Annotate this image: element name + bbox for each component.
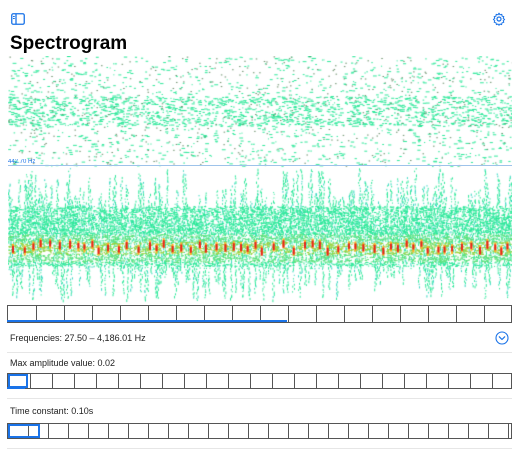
strip-cell[interactable] [8, 374, 251, 388]
frequency-cursor-label: 442.70 Hz [8, 159, 36, 165]
strip-cell[interactable] [8, 424, 209, 438]
strip-cell[interactable] [8, 306, 485, 322]
strip-cell[interactable] [8, 424, 89, 438]
strip-cell[interactable] [8, 306, 177, 322]
strip-cell[interactable] [8, 374, 493, 388]
strip-cell[interactable] [8, 374, 97, 388]
strip-cell[interactable] [8, 306, 345, 322]
strip-cell[interactable] [8, 424, 429, 438]
strip-cell[interactable] [8, 424, 69, 438]
strip-cell[interactable] [8, 424, 169, 438]
strip-cell[interactable] [8, 424, 409, 438]
strip-cell[interactable] [8, 424, 469, 438]
frequency-range-selection[interactable] [7, 320, 287, 322]
strip-highlight[interactable] [8, 374, 28, 388]
strip-cell[interactable] [8, 424, 309, 438]
strip-cell[interactable] [8, 424, 389, 438]
strip-cell[interactable] [8, 374, 119, 388]
strip-cell[interactable] [8, 374, 75, 388]
strip-cell[interactable] [8, 424, 189, 438]
strip-cell[interactable] [8, 424, 289, 438]
time-constant-label: Time constant: 0.10s [10, 406, 94, 416]
time-constant-strip[interactable] [7, 423, 512, 439]
strip-cell[interactable] [8, 424, 249, 438]
frequency-cursor-line[interactable] [8, 165, 512, 166]
strip-cell[interactable] [8, 424, 349, 438]
strip-cell[interactable] [8, 306, 37, 322]
strip-cell[interactable] [8, 374, 31, 388]
strip-cell[interactable] [8, 424, 269, 438]
strip-cell[interactable] [8, 374, 471, 388]
strip-cell[interactable] [8, 424, 449, 438]
strip-cell[interactable] [8, 374, 185, 388]
strip-cell[interactable] [8, 306, 401, 322]
strip-cell[interactable] [8, 306, 429, 322]
strip-cell[interactable] [8, 424, 129, 438]
frequencies-label: Frequencies: 27.50 – 4,186.01 Hz [10, 333, 146, 343]
strip-cell[interactable] [8, 424, 329, 438]
strip-cell[interactable] [8, 374, 207, 388]
strip-cell[interactable] [8, 306, 261, 322]
max-amplitude-selection[interactable] [7, 387, 25, 389]
strip-cell[interactable] [8, 424, 509, 438]
strip-cell[interactable] [8, 374, 141, 388]
spectrogram-canvas [8, 56, 512, 304]
settings-button[interactable] [492, 12, 508, 28]
strip-cell[interactable] [8, 306, 457, 322]
strip-cell[interactable] [8, 306, 93, 322]
strip-cell[interactable] [8, 374, 295, 388]
strip-cell[interactable] [8, 374, 339, 388]
strip-cell[interactable] [8, 306, 149, 322]
frequency-range-strip[interactable] [7, 305, 512, 323]
strip-cell[interactable] [8, 374, 273, 388]
strip-cell[interactable] [8, 424, 229, 438]
strip-cell[interactable] [8, 306, 65, 322]
strip-highlight[interactable] [8, 424, 40, 438]
strip-cell[interactable] [8, 306, 373, 322]
divider [7, 398, 512, 399]
divider [7, 448, 512, 449]
strip-cell[interactable] [8, 424, 29, 438]
strip-cell[interactable] [8, 306, 289, 322]
strip-cell[interactable] [8, 306, 317, 322]
strip-cell[interactable] [8, 374, 427, 388]
sidebar-toggle-button[interactable] [11, 12, 27, 28]
divider [7, 352, 512, 353]
max-amplitude-strip[interactable] [7, 373, 512, 389]
strip-cell[interactable] [8, 374, 317, 388]
strip-cell[interactable] [8, 374, 449, 388]
strip-cell[interactable] [8, 424, 149, 438]
strip-cell[interactable] [8, 374, 163, 388]
expand-controls-button[interactable] [495, 331, 509, 345]
spectrogram-view[interactable]: 442.70 Hz [8, 56, 512, 304]
max-amplitude-label: Max amplitude value: 0.02 [10, 358, 116, 368]
strip-cell[interactable] [8, 306, 121, 322]
strip-cell[interactable] [8, 424, 369, 438]
strip-cell[interactable] [8, 424, 49, 438]
strip-cell[interactable] [8, 374, 53, 388]
strip-cell[interactable] [8, 374, 383, 388]
gear-icon [492, 12, 506, 26]
sidebar-toggle-icon [11, 13, 25, 25]
strip-cell[interactable] [8, 374, 229, 388]
strip-cell[interactable] [8, 306, 233, 322]
strip-cell[interactable] [8, 424, 489, 438]
strip-cell[interactable] [8, 374, 361, 388]
strip-cell[interactable] [8, 306, 205, 322]
page-title: Spectrogram [10, 33, 128, 54]
strip-cell[interactable] [8, 424, 109, 438]
strip-cell[interactable] [8, 374, 405, 388]
chevron-down-circle-icon [495, 331, 509, 345]
